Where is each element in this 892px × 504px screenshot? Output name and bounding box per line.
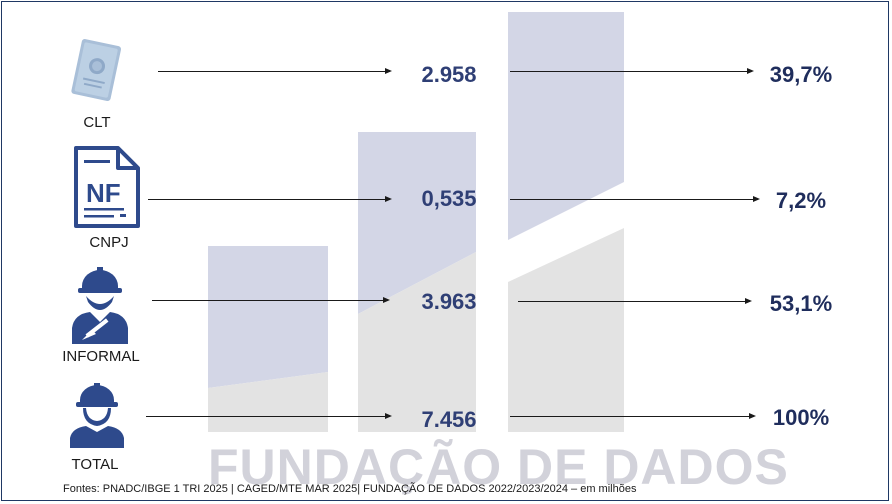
- work-card-icon: [64, 36, 128, 111]
- value-clt: 2.958: [421, 62, 477, 87]
- nf-text: NF: [86, 178, 121, 208]
- arrow-informal-right: [518, 298, 752, 304]
- row-label-total: TOTAL: [71, 456, 119, 473]
- percent-cnpj: 7,2%: [775, 188, 827, 213]
- source-footnote: Fontes: PNADC/IBGE 1 TRI 2025 | CAGED/MT…: [63, 483, 637, 495]
- arrow-informal-left: [152, 297, 390, 303]
- arrow-clt-right: [510, 68, 754, 74]
- worker-hardhat-icon: [68, 380, 126, 455]
- arrow-clt-left: [158, 68, 392, 74]
- bar1-upper: [208, 246, 328, 388]
- bar3-upper: [508, 12, 624, 240]
- value-cnpj: 0,535: [421, 186, 477, 211]
- bar2-lower: [358, 252, 476, 432]
- bar1-lower: [208, 372, 328, 432]
- arrow-total-left: [146, 413, 392, 419]
- arrow-cnpj-right: [510, 196, 760, 202]
- row-label-informal: INFORMAL: [62, 348, 140, 365]
- invoice-nf-icon: NF: [72, 144, 142, 235]
- worker-trowel-icon: [68, 264, 132, 353]
- percent-clt: 39,7%: [769, 62, 833, 87]
- bar2-upper: [358, 132, 476, 314]
- bar3-lower: [508, 228, 624, 432]
- percent-total: 100%: [772, 405, 830, 430]
- percent-informal: 53,1%: [769, 291, 833, 316]
- row-label-cnpj: CNPJ: [89, 234, 129, 251]
- watermark-text: FUNDAÇÃO DE DADOS: [208, 439, 789, 495]
- value-total: 7.456: [421, 407, 477, 432]
- value-informal: 3.963: [421, 289, 477, 314]
- arrow-total-right: [510, 413, 756, 419]
- arrow-cnpj-left: [148, 196, 392, 202]
- row-label-clt: CLT: [83, 114, 111, 131]
